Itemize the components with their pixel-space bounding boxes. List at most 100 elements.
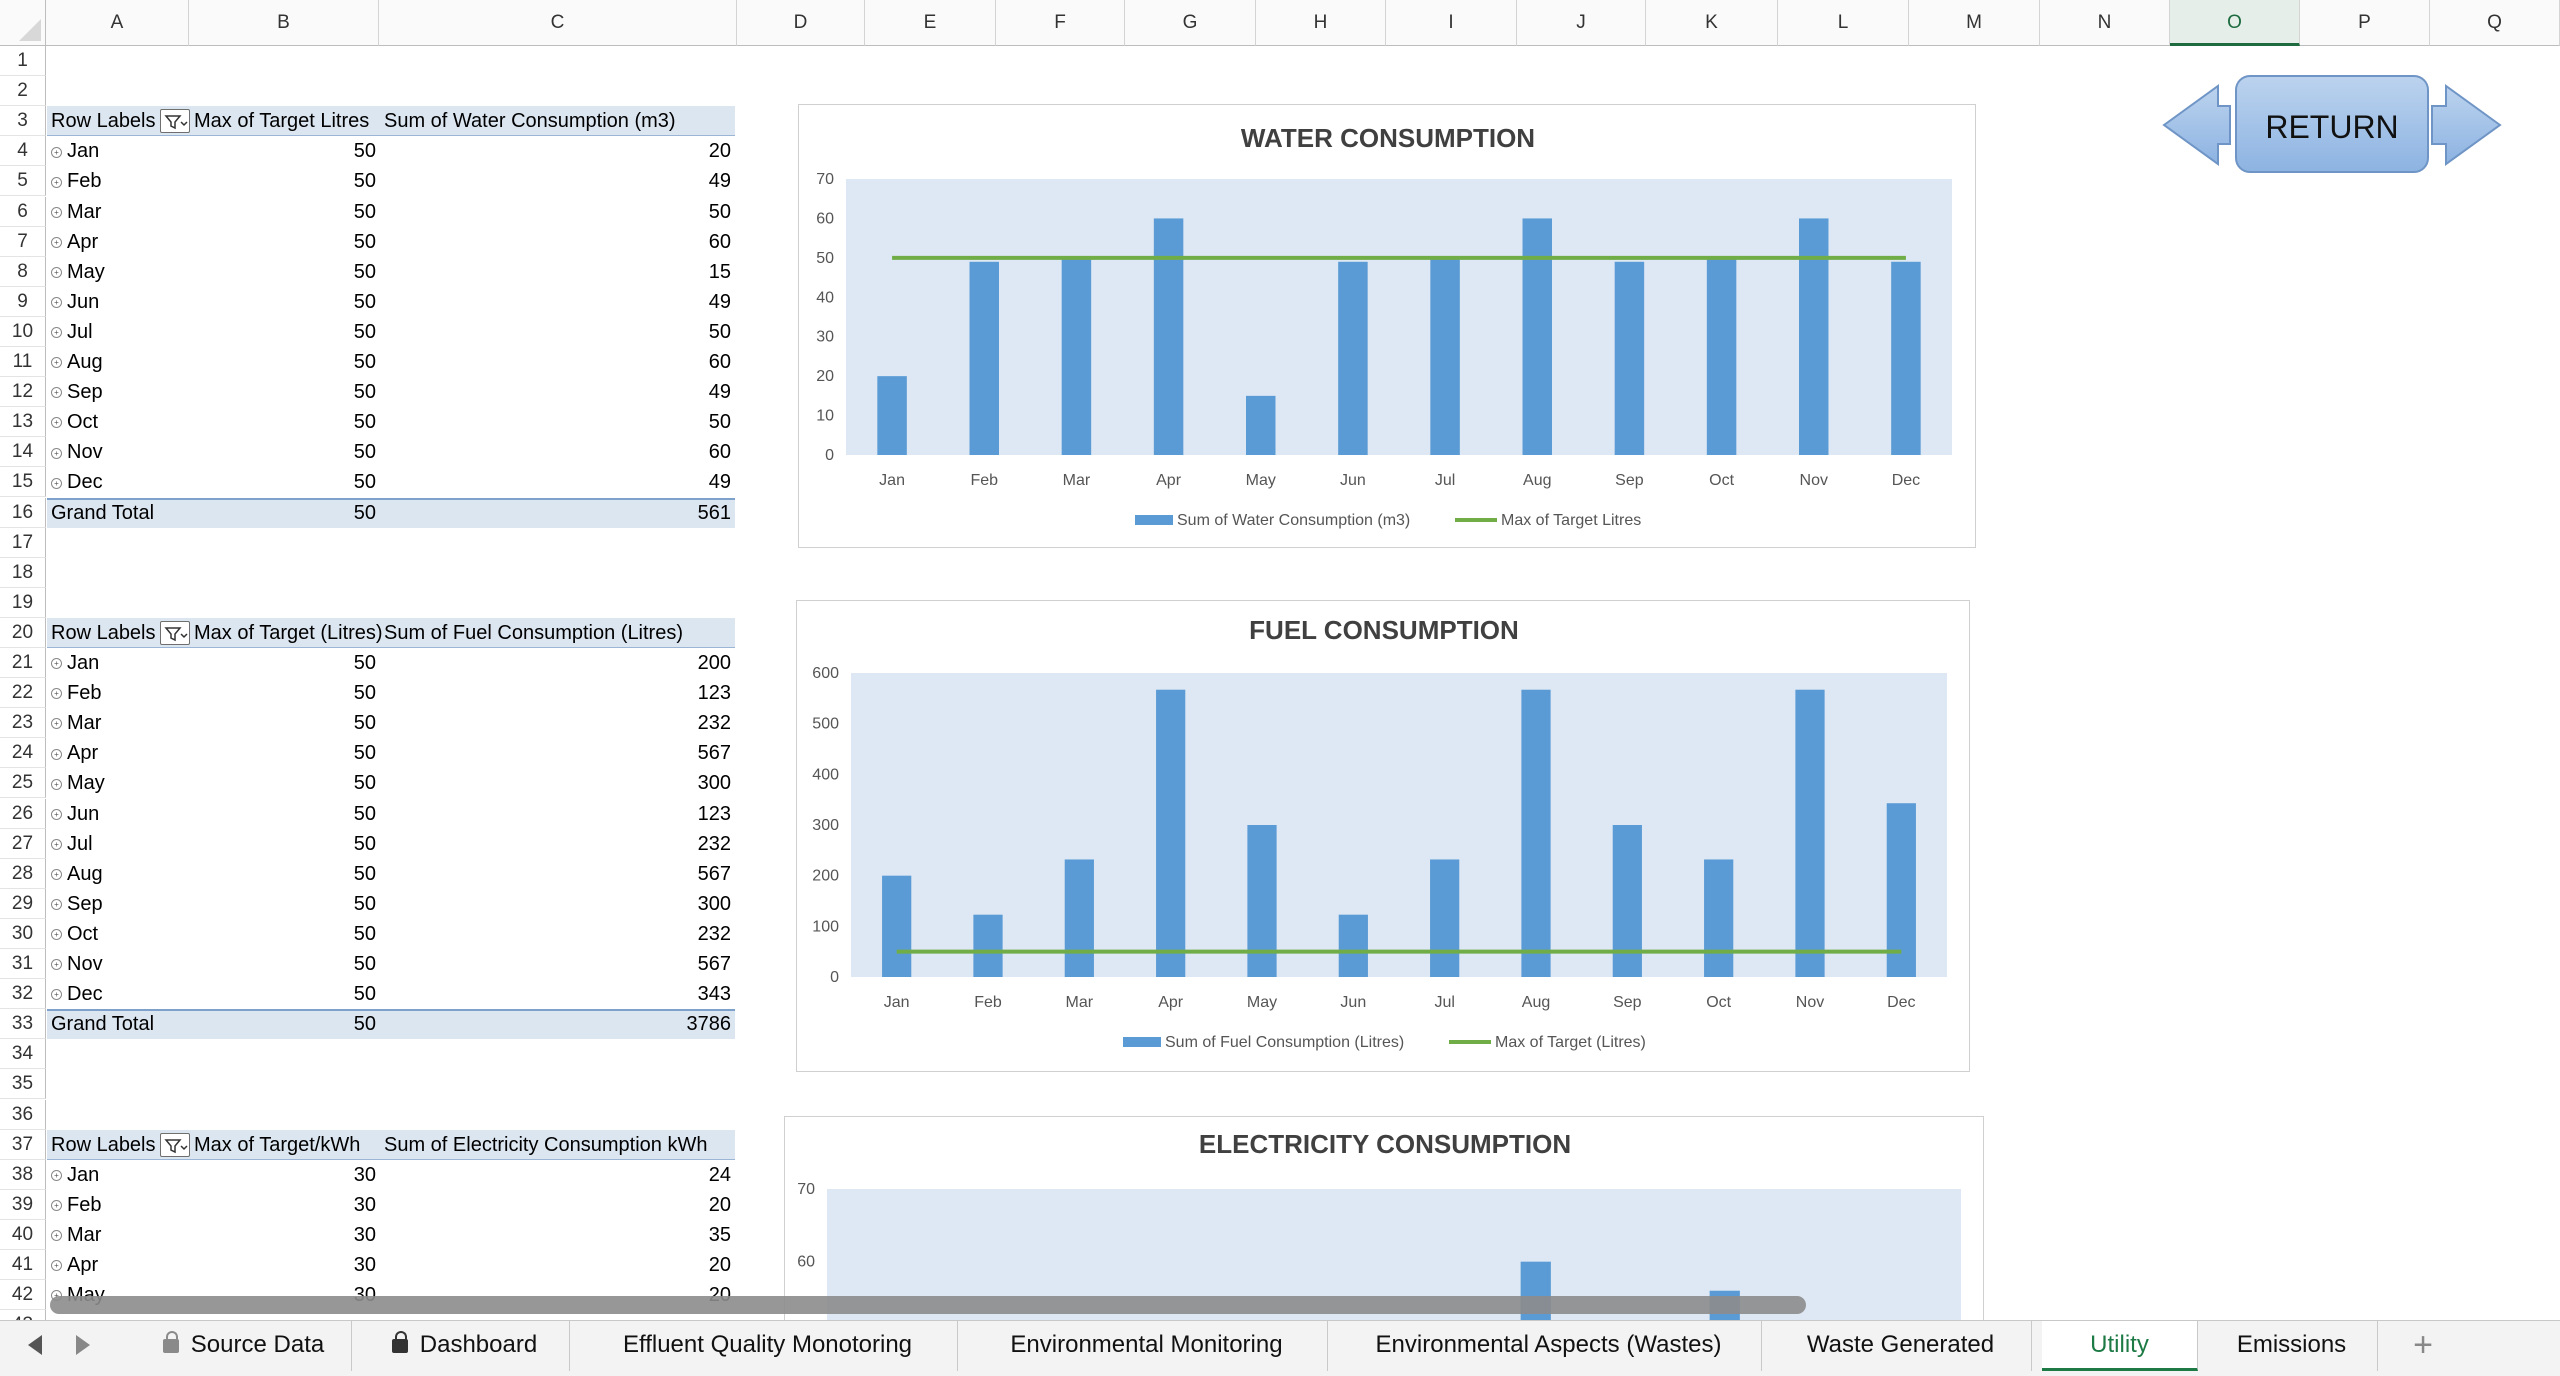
next-sheet-arrow-icon[interactable] — [76, 1335, 90, 1355]
row-header[interactable]: 4 — [0, 136, 46, 167]
row-header[interactable]: 10 — [0, 316, 46, 347]
bar-jan[interactable] — [882, 875, 912, 977]
bar-aug[interactable] — [1522, 218, 1552, 455]
expand-icon[interactable]: + — [51, 146, 62, 158]
row-header[interactable]: 24 — [0, 738, 46, 769]
column-header-o[interactable]: O — [2170, 0, 2300, 46]
column-header-i[interactable]: I — [1386, 0, 1517, 46]
fuel-consumption-chart[interactable]: FUEL CONSUMPTION 0 100 200 300 400 500 600 Jan Fe… — [796, 600, 1970, 1072]
bar-oct[interactable] — [1704, 859, 1734, 977]
select-all-corner[interactable] — [0, 0, 46, 46]
bar-nov[interactable] — [1799, 218, 1829, 455]
bar-dec[interactable] — [1886, 803, 1916, 977]
column-header-h[interactable]: H — [1256, 0, 1386, 46]
bar-jul[interactable] — [1430, 859, 1460, 977]
column-header-e[interactable]: E — [865, 0, 996, 46]
row-header[interactable]: 19 — [0, 587, 46, 618]
horizontal-scrollbar[interactable] — [50, 1296, 1806, 1314]
row-header[interactable]: 23 — [0, 708, 46, 739]
expand-icon[interactable]: + — [51, 297, 62, 309]
expand-icon[interactable]: + — [51, 1169, 62, 1181]
row-header[interactable]: 43 — [0, 1310, 46, 1320]
column-header-j[interactable]: J — [1517, 0, 1646, 46]
bar-sep[interactable] — [1614, 261, 1645, 455]
row-header[interactable]: 29 — [0, 888, 46, 919]
water-consumption-chart[interactable]: WATER CONSUMPTION 0 10 20 30 40 50 60 70 Jan Feb Ma… — [798, 104, 1976, 548]
expand-icon[interactable]: + — [51, 899, 62, 911]
row-header[interactable]: 26 — [0, 798, 46, 829]
bar-feb[interactable] — [969, 261, 999, 455]
expand-icon[interactable]: + — [51, 447, 62, 459]
row-header[interactable]: 5 — [0, 166, 46, 197]
column-header-a[interactable]: A — [46, 0, 189, 46]
row-header[interactable]: 3 — [0, 106, 46, 137]
row-header[interactable]: 8 — [0, 256, 46, 287]
expand-icon[interactable]: + — [51, 718, 62, 730]
expand-icon[interactable]: + — [51, 838, 62, 850]
sheet-tab-environmental-monitoring[interactable]: Environmental Monitoring — [966, 1321, 1328, 1371]
row-header[interactable]: 27 — [0, 828, 46, 859]
column-header-q[interactable]: Q — [2430, 0, 2560, 46]
bar-may[interactable] — [1247, 825, 1277, 977]
bar-may[interactable] — [1246, 395, 1276, 455]
expand-icon[interactable]: + — [51, 1200, 62, 1212]
expand-icon[interactable]: + — [51, 1260, 62, 1272]
expand-icon[interactable]: + — [51, 266, 62, 278]
row-header[interactable]: 34 — [0, 1039, 46, 1070]
row-header[interactable]: 6 — [0, 196, 46, 227]
bar-mar[interactable] — [1064, 859, 1094, 977]
bar-jun[interactable] — [1338, 261, 1368, 455]
add-sheet-button[interactable]: + — [2388, 1321, 2458, 1371]
bar-jun[interactable] — [1338, 914, 1368, 977]
expand-icon[interactable]: + — [51, 236, 62, 248]
expand-icon[interactable]: + — [51, 808, 62, 820]
row-header[interactable]: 7 — [0, 226, 46, 257]
row-header[interactable]: 37 — [0, 1129, 46, 1160]
row-header[interactable]: 11 — [0, 347, 46, 377]
expand-icon[interactable]: + — [51, 206, 62, 218]
row-header[interactable]: 36 — [0, 1099, 46, 1130]
column-header-n[interactable]: N — [2040, 0, 2170, 46]
column-header-k[interactable]: K — [1646, 0, 1778, 46]
bar-jul[interactable] — [1430, 257, 1460, 455]
row-header[interactable]: 16 — [0, 497, 46, 528]
row-header[interactable]: 22 — [0, 678, 46, 709]
filter-dropdown-icon[interactable] — [160, 1132, 190, 1157]
column-header-c[interactable]: C — [379, 0, 737, 46]
sheet-tab-emissions[interactable]: Emissions — [2206, 1321, 2378, 1371]
column-header-m[interactable]: M — [1909, 0, 2040, 46]
bar-feb[interactable] — [973, 914, 1003, 977]
bar-oct[interactable] — [1706, 257, 1737, 455]
row-header[interactable]: 28 — [0, 858, 46, 889]
row-header[interactable]: 25 — [0, 768, 46, 799]
column-header-g[interactable]: G — [1125, 0, 1256, 46]
return-button[interactable]: RETURN — [2160, 72, 2504, 178]
expand-icon[interactable]: + — [51, 176, 62, 188]
sheet-tab-environmental-aspects-wastes[interactable]: Environmental Aspects (Wastes) — [1336, 1321, 1762, 1371]
expand-icon[interactable]: + — [51, 778, 62, 790]
row-header[interactable]: 32 — [0, 979, 46, 1010]
electricity-consumption-chart[interactable]: ELECTRICITY CONSUMPTION40506070 — [784, 1116, 1984, 1320]
row-header[interactable]: 38 — [0, 1159, 46, 1190]
expand-icon[interactable]: + — [51, 658, 62, 670]
bar-apr[interactable] — [1153, 218, 1184, 455]
bar-jan[interactable] — [877, 376, 907, 455]
row-header[interactable]: 33 — [0, 1009, 46, 1040]
row-header[interactable]: 42 — [0, 1280, 46, 1311]
row-header[interactable]: 40 — [0, 1219, 46, 1250]
expand-icon[interactable]: + — [51, 357, 62, 369]
row-header[interactable]: 21 — [0, 648, 46, 678]
row-header[interactable]: 31 — [0, 949, 46, 979]
bar-apr[interactable] — [1156, 689, 1186, 977]
sheet-tab-dashboard[interactable]: Dashboard — [360, 1321, 570, 1371]
row-header[interactable]: 17 — [0, 527, 46, 558]
row-header[interactable]: 14 — [0, 437, 46, 468]
row-header[interactable]: 15 — [0, 467, 46, 498]
sheet-tab-utility[interactable]: Utility — [2042, 1321, 2198, 1371]
expand-icon[interactable]: + — [51, 959, 62, 971]
row-header[interactable]: 35 — [0, 1069, 46, 1100]
column-header-b[interactable]: B — [189, 0, 379, 46]
bar-aug[interactable] — [1521, 689, 1551, 977]
row-header[interactable]: 39 — [0, 1189, 46, 1220]
